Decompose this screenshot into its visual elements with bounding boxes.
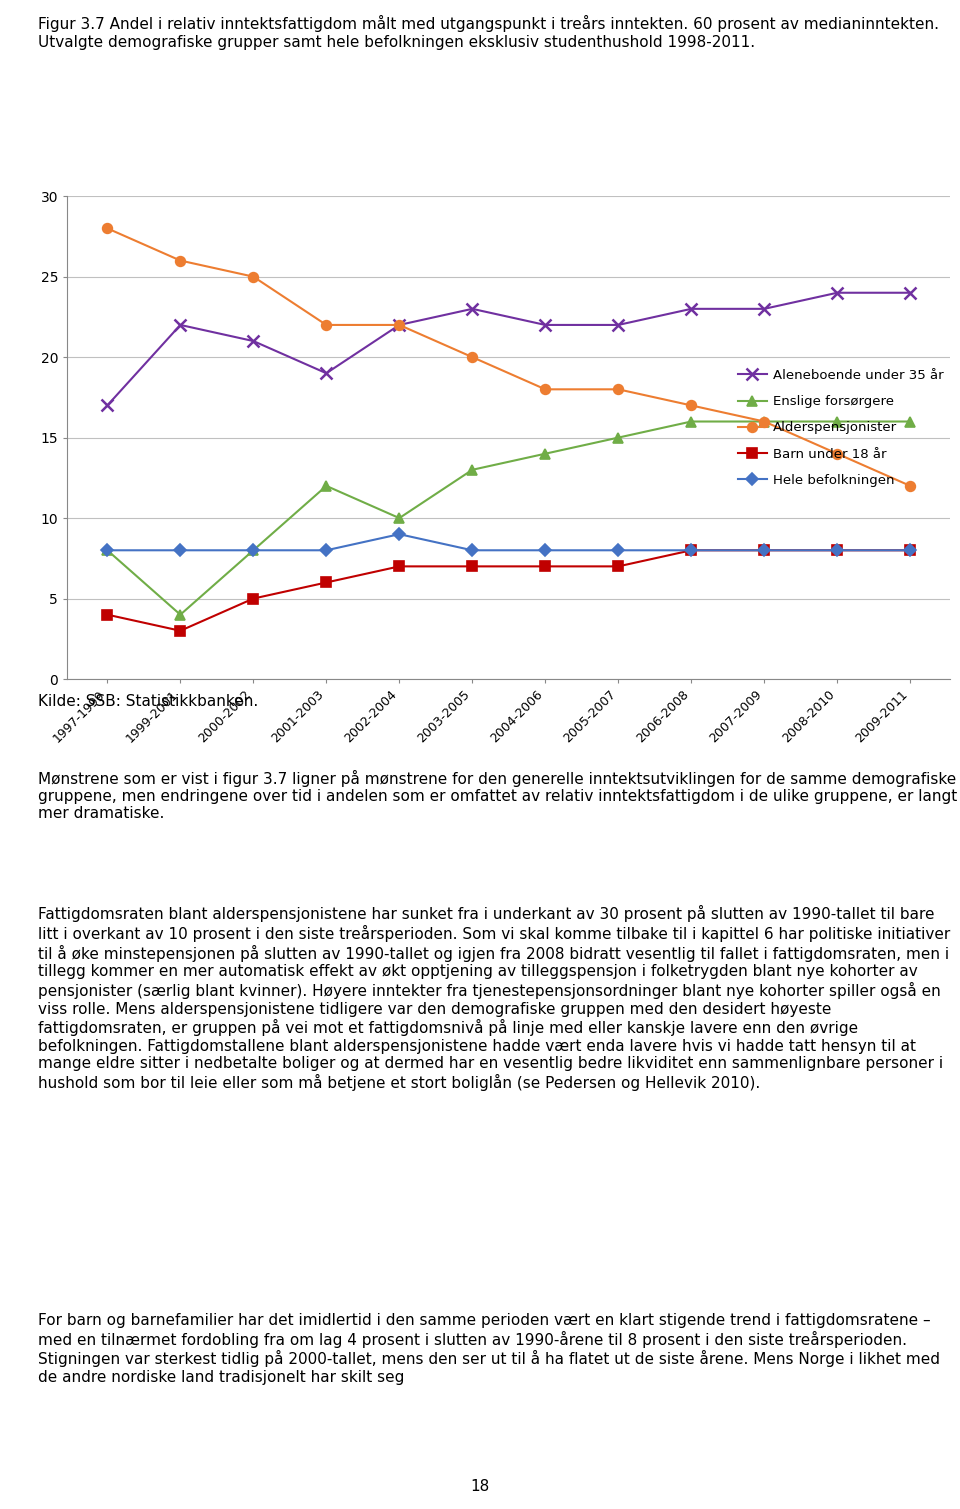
Barn under 18 år — [540, 557, 551, 575]
Aleneboende under 35 år — [831, 284, 843, 302]
Hele befolkningen — [175, 542, 186, 560]
Enslige forsørgere — [904, 412, 916, 430]
Alderspensjonister — [685, 397, 697, 415]
Aleneboende under 35 år — [540, 315, 551, 333]
Hele befolkningen — [685, 542, 697, 560]
Alderspensjonister — [904, 477, 916, 495]
Aleneboende under 35 år — [758, 300, 770, 318]
Enslige forsørgere — [685, 412, 697, 430]
Text: For barn og barnefamilier har det imidlertid i den samme perioden vært en klart : For barn og barnefamilier har det imidle… — [38, 1313, 941, 1385]
Text: 18: 18 — [470, 1479, 490, 1494]
Hele befolkningen — [831, 542, 843, 560]
Enslige forsørgere — [321, 477, 332, 495]
Line: Hele befolkningen: Hele befolkningen — [103, 530, 915, 554]
Alderspensjonister — [175, 252, 186, 270]
Alderspensjonister — [612, 380, 624, 398]
Hele befolkningen — [467, 542, 478, 560]
Hele befolkningen — [394, 525, 405, 543]
Hele befolkningen — [102, 542, 113, 560]
Hele befolkningen — [248, 542, 259, 560]
Alderspensjonister — [321, 315, 332, 333]
Aleneboende under 35 år — [248, 332, 259, 350]
Enslige forsørgere — [394, 509, 405, 527]
Text: Kilde: SSB: Statistikkbanken.: Kilde: SSB: Statistikkbanken. — [38, 694, 258, 709]
Line: Enslige forsørgere: Enslige forsørgere — [103, 416, 915, 620]
Alderspensjonister — [102, 219, 113, 237]
Enslige forsørgere — [175, 605, 186, 623]
Barn under 18 år — [467, 557, 478, 575]
Barn under 18 år — [612, 557, 624, 575]
Hele befolkningen — [321, 542, 332, 560]
Line: Aleneboende under 35 år: Aleneboende under 35 år — [102, 287, 916, 410]
Text: Figur 3.7 Andel i relativ inntektsfattigdom målt med utgangspunkt i treårs innte: Figur 3.7 Andel i relativ inntektsfattig… — [38, 15, 940, 50]
Barn under 18 år — [102, 605, 113, 623]
Line: Barn under 18 år: Barn under 18 år — [103, 545, 915, 635]
Alderspensjonister — [831, 445, 843, 463]
Barn under 18 år — [321, 573, 332, 592]
Aleneboende under 35 år — [904, 284, 916, 302]
Barn under 18 år — [685, 542, 697, 560]
Barn under 18 år — [904, 542, 916, 560]
Aleneboende under 35 år — [321, 364, 332, 382]
Enslige forsørgere — [612, 429, 624, 447]
Hele befolkningen — [612, 542, 624, 560]
Barn under 18 år — [758, 542, 770, 560]
Barn under 18 år — [175, 622, 186, 640]
Alderspensjonister — [467, 349, 478, 367]
Text: Mønstrene som er vist i figur 3.7 ligner på mønstrene for den generelle inntekts: Mønstrene som er vist i figur 3.7 ligner… — [38, 770, 958, 821]
Aleneboende under 35 år — [685, 300, 697, 318]
Line: Alderspensjonister: Alderspensjonister — [103, 223, 915, 490]
Aleneboende under 35 år — [102, 397, 113, 415]
Legend: Aleneboende under 35 år, Enslige forsørgere, Alderspensjonister, Barn under 18 å: Aleneboende under 35 år, Enslige forsørg… — [737, 370, 944, 487]
Aleneboende under 35 år — [175, 315, 186, 333]
Enslige forsørgere — [758, 412, 770, 430]
Aleneboende under 35 år — [394, 315, 405, 333]
Enslige forsørgere — [467, 460, 478, 478]
Aleneboende under 35 år — [612, 315, 624, 333]
Enslige forsørgere — [102, 542, 113, 560]
Alderspensjonister — [248, 267, 259, 285]
Enslige forsørgere — [831, 412, 843, 430]
Aleneboende under 35 år — [467, 300, 478, 318]
Hele befolkningen — [904, 542, 916, 560]
Enslige forsørgere — [248, 542, 259, 560]
Barn under 18 år — [831, 542, 843, 560]
Hele befolkningen — [540, 542, 551, 560]
Alderspensjonister — [540, 380, 551, 398]
Barn under 18 år — [394, 557, 405, 575]
Text: Fattigdomsraten blant alderspensjonistene har sunket fra i underkant av 30 prose: Fattigdomsraten blant alderspensjonisten… — [38, 905, 950, 1091]
Enslige forsørgere — [540, 445, 551, 463]
Barn under 18 år — [248, 590, 259, 608]
Hele befolkningen — [758, 542, 770, 560]
Alderspensjonister — [758, 412, 770, 430]
Alderspensjonister — [394, 315, 405, 333]
